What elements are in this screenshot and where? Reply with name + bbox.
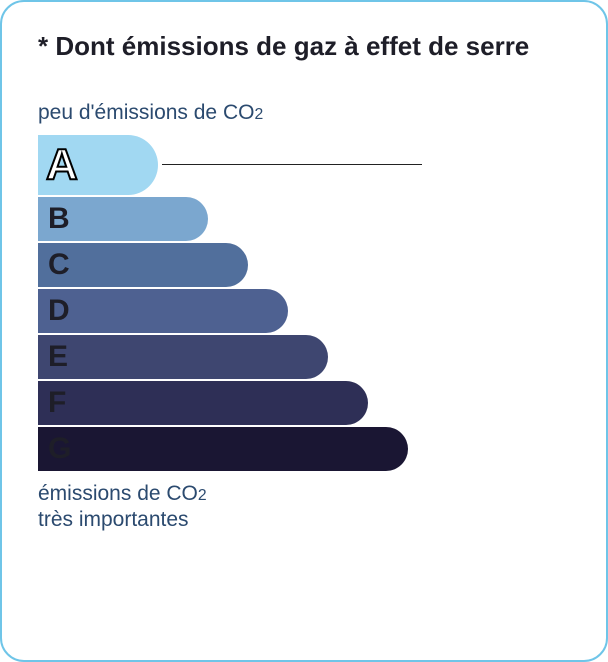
chart-letter: C	[48, 248, 70, 282]
chart-letter: A	[46, 140, 78, 190]
emissions-card: * Dont émissions de gaz à effet de serre…	[0, 0, 608, 662]
chart-bar-c: C	[38, 243, 248, 287]
pointer-line	[162, 164, 422, 165]
emissions-bar-chart: ABCDEFG	[38, 135, 570, 471]
top-scale-label-text: peu d'émissions de CO	[38, 101, 254, 124]
chart-letter: B	[48, 202, 70, 236]
chart-row: C	[38, 243, 570, 287]
chart-row: B	[38, 197, 570, 241]
chart-row: G	[38, 427, 570, 471]
bottom-scale-label-line1: émissions de CO	[38, 482, 198, 505]
chart-bar-d: D	[38, 289, 288, 333]
bottom-scale-label-line2: très importantes	[38, 508, 189, 531]
top-scale-label-sub: 2	[254, 106, 263, 123]
card-title: * Dont émissions de gaz à effet de serre	[38, 30, 570, 63]
chart-bar-f: F	[38, 381, 368, 425]
chart-row: A	[38, 135, 570, 195]
chart-letter: G	[48, 432, 71, 466]
chart-row: D	[38, 289, 570, 333]
bottom-scale-label-line1-sub: 2	[198, 487, 207, 504]
bottom-scale-label: émissions de CO2 très importantes	[38, 481, 570, 534]
chart-row: F	[38, 381, 570, 425]
chart-bar-g: G	[38, 427, 408, 471]
chart-bar-b: B	[38, 197, 208, 241]
chart-letter: D	[48, 294, 70, 328]
chart-row: E	[38, 335, 570, 379]
chart-bar-a: A	[38, 135, 158, 195]
chart-letter: E	[48, 340, 68, 374]
chart-bar-e: E	[38, 335, 328, 379]
top-scale-label: peu d'émissions de CO2	[38, 101, 570, 125]
chart-letter: F	[48, 386, 66, 420]
